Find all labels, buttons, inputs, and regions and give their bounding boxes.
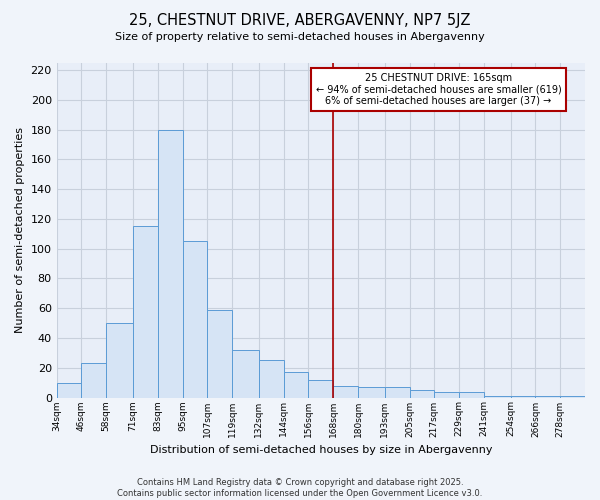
Bar	[560, 396, 585, 398]
Bar	[410, 390, 434, 398]
Text: 25 CHESTNUT DRIVE: 165sqm
← 94% of semi-detached houses are smaller (619)
6% of : 25 CHESTNUT DRIVE: 165sqm ← 94% of semi-…	[316, 73, 562, 106]
Bar	[56, 382, 82, 398]
Bar	[82, 364, 106, 398]
Bar	[459, 392, 484, 398]
Y-axis label: Number of semi-detached properties: Number of semi-detached properties	[15, 127, 25, 333]
Bar	[385, 387, 410, 398]
Bar	[182, 241, 208, 398]
Text: Size of property relative to semi-detached houses in Abergavenny: Size of property relative to semi-detach…	[115, 32, 485, 42]
Bar	[333, 386, 358, 398]
Bar	[484, 396, 511, 398]
Bar	[511, 396, 535, 398]
Bar	[106, 323, 133, 398]
Bar	[358, 387, 385, 398]
Text: 25, CHESTNUT DRIVE, ABERGAVENNY, NP7 5JZ: 25, CHESTNUT DRIVE, ABERGAVENNY, NP7 5JZ	[129, 12, 471, 28]
Text: Contains HM Land Registry data © Crown copyright and database right 2025.
Contai: Contains HM Land Registry data © Crown c…	[118, 478, 482, 498]
Bar	[535, 396, 560, 398]
Bar	[308, 380, 333, 398]
X-axis label: Distribution of semi-detached houses by size in Abergavenny: Distribution of semi-detached houses by …	[149, 445, 492, 455]
Bar	[434, 392, 459, 398]
Bar	[284, 372, 308, 398]
Bar	[158, 130, 182, 398]
Bar	[259, 360, 284, 398]
Bar	[208, 310, 232, 398]
Bar	[232, 350, 259, 398]
Bar	[133, 226, 158, 398]
